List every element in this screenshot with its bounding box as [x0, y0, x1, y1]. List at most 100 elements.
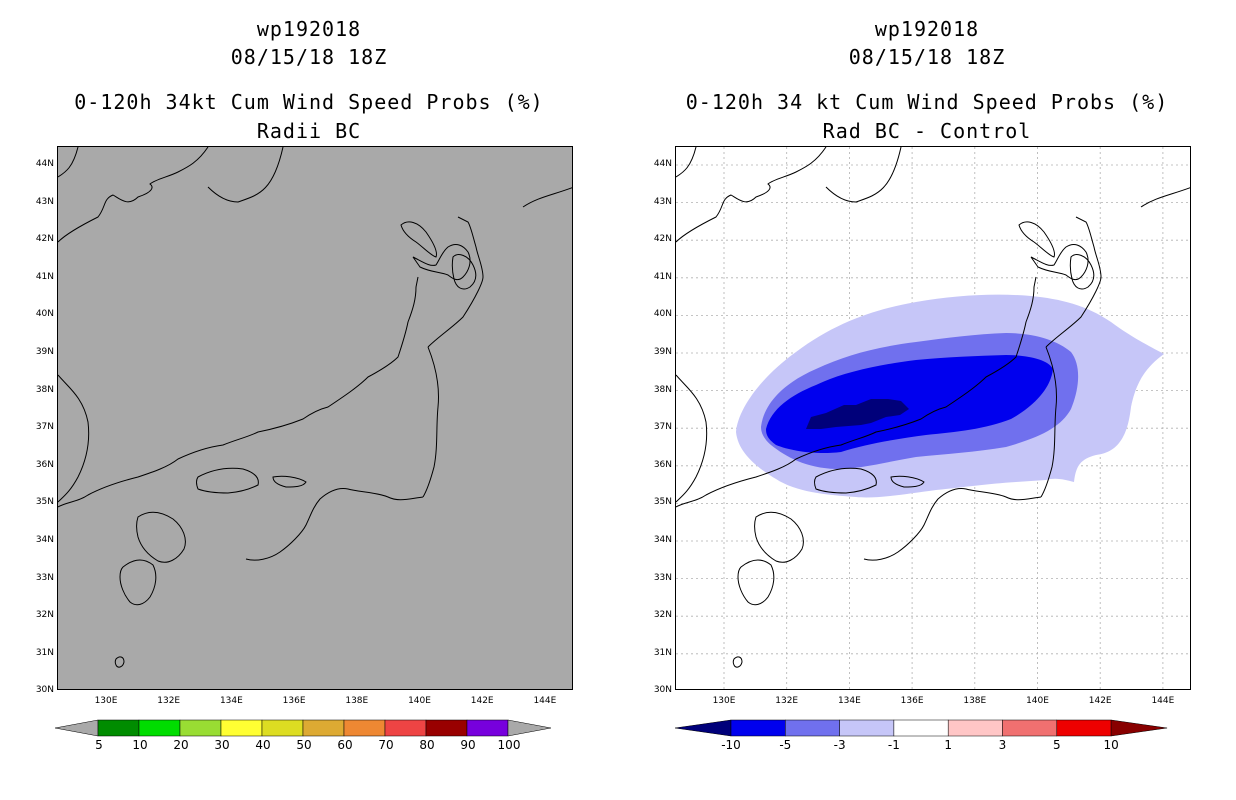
left-title-subtitle: Radii BC [256, 119, 362, 143]
coastline-segment [119, 559, 157, 606]
colorbar-label: 20 [173, 738, 189, 752]
colorbar-swatch [220, 719, 263, 737]
colorbar-label: 10 [1103, 738, 1119, 752]
colorbar-lower-extension [675, 719, 732, 737]
coastline-segment [1045, 216, 1102, 348]
colorbar-swatch [893, 719, 949, 737]
coastline-segment [676, 374, 708, 503]
coastline-segment [58, 374, 90, 503]
lat-label: 39N [35, 347, 54, 357]
coastline-segment [400, 221, 437, 258]
lat-label: 44N [35, 159, 54, 169]
colorbar-label: 10 [132, 738, 148, 752]
lon-label: 142E [470, 696, 494, 706]
colorbar-swatch [1056, 719, 1112, 737]
lat-label: 32N [35, 610, 54, 621]
coastline-segment [207, 147, 284, 203]
colorbar-label: -5 [779, 738, 792, 752]
colorbar-label: 1 [944, 738, 952, 752]
lat-label: 40N [35, 309, 54, 320]
coastline-segment [676, 147, 697, 178]
left-map [57, 146, 573, 690]
coastline-segment [422, 346, 439, 498]
left-panel: wp192018 08/15/18 18Z 0-120h 34kt Cum Wi… [35, 17, 573, 752]
lon-label: 132E [775, 696, 799, 706]
colorbar-swatch [947, 719, 1003, 737]
coastline-segment [1018, 221, 1055, 258]
coastlines [676, 147, 1190, 668]
lat-label: 33N [653, 572, 672, 583]
lat-label: 36N [35, 459, 54, 470]
coastline-segment [451, 254, 477, 290]
right-title-storm-id: wp192018 [874, 17, 980, 41]
lat-label: 41N [35, 271, 54, 282]
lon-label: 134E [219, 696, 243, 706]
coastline-segment [737, 559, 775, 606]
lon-label: 136E [900, 696, 924, 706]
lat-label: 32N [653, 610, 672, 621]
colorbar-swatch [730, 719, 786, 737]
lat-label: 42N [653, 234, 672, 245]
left-probability-field [58, 147, 572, 689]
colorbar-label: 3 [998, 738, 1007, 752]
left-title-datetime: 08/15/18 18Z [230, 45, 388, 69]
right-map-canvas [676, 147, 1190, 689]
lat-label: 33N [35, 572, 54, 583]
lon-label: 130E [712, 696, 736, 706]
colorbar-swatch [839, 719, 895, 737]
colorbar-swatch [179, 719, 222, 737]
lat-label: 41N [653, 271, 672, 282]
colorbar-swatch [138, 719, 181, 737]
coastline-segment [196, 467, 259, 494]
lon-label: 144E [1151, 696, 1175, 706]
colorbar-label: 30 [214, 738, 230, 752]
lon-label: 132E [157, 696, 181, 706]
right-title-product: 0-120h 34 kt Cum Wind Speed Probs (%) [685, 90, 1169, 114]
contour-below-minus-10 [806, 399, 909, 429]
coastline-segment [58, 276, 419, 508]
coastline-segment [136, 511, 186, 563]
coastline-segment [732, 656, 743, 668]
coastline-segment [676, 147, 827, 243]
colorbar-swatch [425, 719, 468, 737]
left-title-product: 0-120h 34kt Cum Wind Speed Probs (%) [74, 90, 544, 114]
lat-label: 42N [35, 234, 54, 245]
lat-label: 30N [653, 685, 672, 696]
colorbar-swatch [302, 719, 345, 737]
lon-label: 138E [345, 696, 369, 706]
right-map [675, 146, 1191, 690]
coastline-segment [412, 244, 471, 281]
lat-label: 34N [653, 535, 672, 545]
colorbar-label: 5 [95, 738, 103, 752]
colorbar-upper-extension [507, 719, 552, 737]
coastline-segment [522, 187, 572, 208]
coastline-segment [825, 147, 902, 203]
colorbar-label: 50 [296, 738, 312, 752]
coastline-segment [1069, 254, 1095, 290]
colorbar-swatch [261, 719, 304, 737]
colorbar-swatch [785, 719, 840, 737]
coastline-segment [114, 656, 125, 668]
colorbar-label: 90 [460, 738, 476, 752]
right-title-datetime: 08/15/18 18Z [848, 45, 1006, 69]
lat-label: 30N [35, 685, 54, 696]
lat-label: 38N [653, 384, 672, 395]
right-title-subtitle: Rad BC - Control [822, 119, 1032, 143]
lat-label: 31N [653, 647, 672, 658]
colorbar-upper-extension [1110, 719, 1168, 737]
left-map-canvas [58, 147, 572, 689]
left-title-storm-id: wp192018 [256, 17, 362, 41]
lon-label: 136E [282, 696, 306, 706]
lon-label: 134E [837, 696, 861, 706]
lat-label: 37N [653, 422, 672, 433]
coastline-segment [427, 216, 484, 348]
difference-contours [736, 294, 1164, 498]
coastline-segment [863, 488, 1042, 561]
lat-label: 34N [35, 535, 54, 545]
coastline-segment [754, 511, 804, 563]
coastlines [58, 147, 572, 668]
colorbar-swatch [97, 719, 140, 737]
colorbar-label: 60 [337, 738, 353, 752]
lat-label: 43N [653, 196, 672, 207]
lat-label: 44N [653, 159, 672, 169]
